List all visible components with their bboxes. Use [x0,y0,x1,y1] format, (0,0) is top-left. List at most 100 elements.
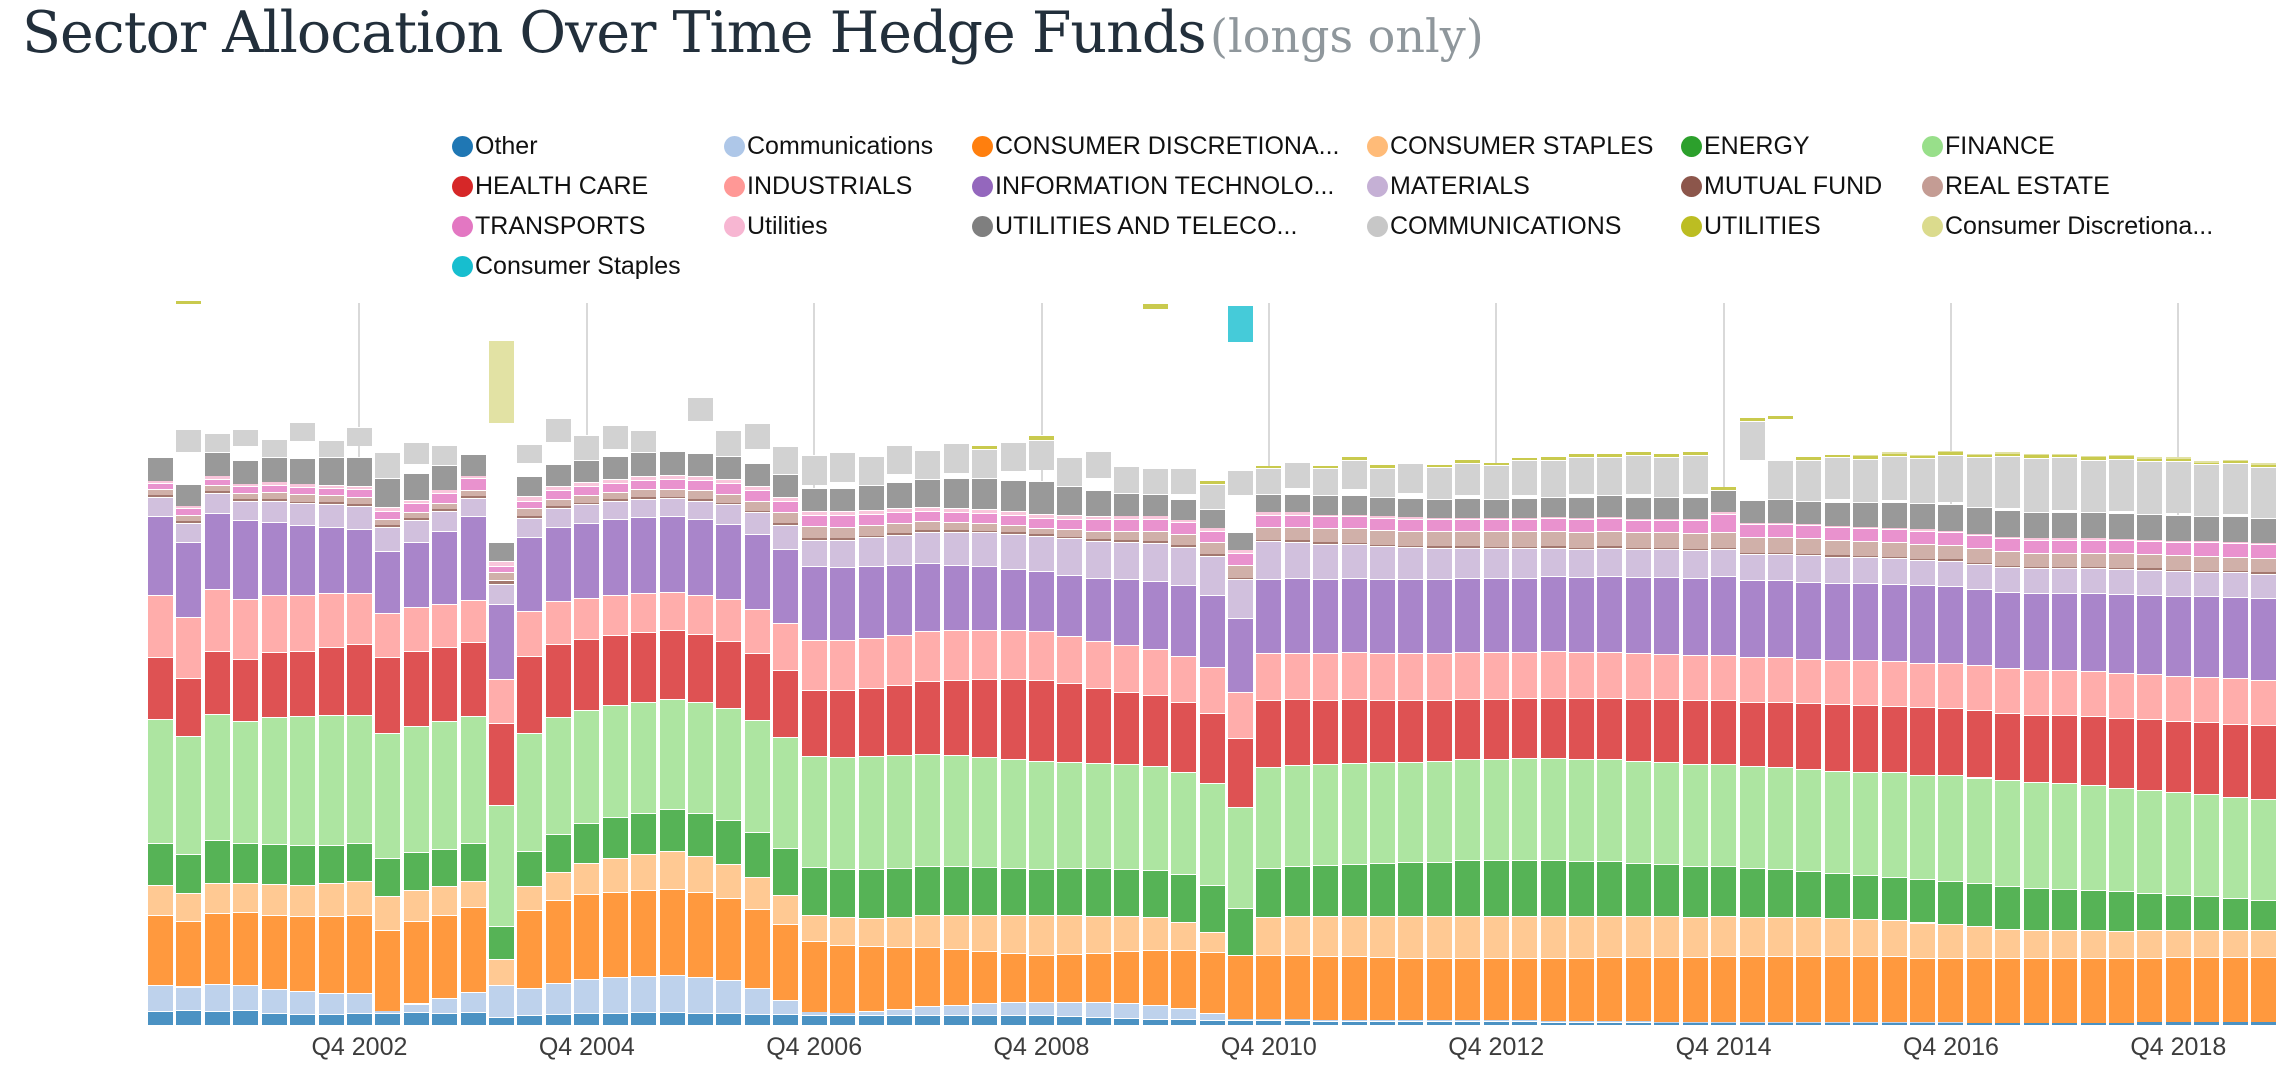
legend-item-industrials[interactable]: INDUSTRIALS [724,172,972,201]
segment-information-technology [830,566,856,641]
legend-item-real-estate[interactable]: REAL ESTATE [1922,172,2222,201]
segment-finance [1426,761,1452,862]
stacked-bar-54[interactable] [1682,300,1708,1025]
stacked-bar-11[interactable] [460,300,486,1025]
stacked-bar-39[interactable] [1256,300,1282,1025]
stacked-bar-24[interactable] [830,300,856,1025]
stacked-bar-16[interactable] [602,300,628,1025]
stacked-bar-5[interactable] [290,300,316,1025]
stacked-bar-26[interactable] [886,300,912,1025]
legend-item-communications[interactable]: COMMUNICATIONS [1367,212,1681,241]
stacked-bar-30[interactable] [1000,300,1026,1025]
stacked-bar-67[interactable] [2052,300,2078,1025]
stacked-bar-65[interactable] [1995,300,2021,1025]
stacked-bar-49[interactable] [1540,300,1566,1025]
legend-item-materials[interactable]: MATERIALS [1367,172,1681,201]
legend-item-other[interactable]: Other [452,132,724,161]
stacked-bar-36[interactable] [1171,300,1197,1025]
stacked-bar-12[interactable] [489,300,515,1025]
stacked-bar-45[interactable] [1426,300,1452,1025]
stacked-bar-41[interactable] [1313,300,1339,1025]
stacked-bar-47[interactable] [1483,300,1509,1025]
legend-item-communications[interactable]: Communications [724,132,972,161]
legend-item-finance[interactable]: FINANCE [1922,132,2222,161]
stacked-bar-71[interactable] [2165,300,2191,1025]
stacked-bar-37[interactable] [1199,300,1225,1025]
legend-item-consumer-discretiona[interactable]: CONSUMER DISCRETIONA... [972,132,1367,161]
stacked-bar-51[interactable] [1597,300,1623,1025]
legend-item-utilities-and-teleco[interactable]: UTILITIES AND TELECO... [972,212,1367,241]
stacked-bar-74[interactable] [2251,300,2277,1025]
stacked-bar-55[interactable] [1711,300,1737,1025]
segment-energy [1398,862,1424,917]
stacked-bar-23[interactable] [801,300,827,1025]
stacked-bar-31[interactable] [1029,300,1055,1025]
stacked-bar-61[interactable] [1881,300,1907,1025]
stacked-bar-27[interactable] [915,300,941,1025]
stacked-bar-15[interactable] [574,300,600,1025]
stacked-bar-57[interactable] [1767,300,1793,1025]
stacked-bar-43[interactable] [1370,300,1396,1025]
legend-item-utilities[interactable]: Utilities [724,212,972,241]
stacked-bar-28[interactable] [943,300,969,1025]
legend-item-health-care[interactable]: HEALTH CARE [452,172,724,201]
stacked-bar-46[interactable] [1455,300,1481,1025]
stacked-bar-50[interactable] [1569,300,1594,1025]
stacked-bar-8[interactable] [375,300,401,1025]
stacked-bar-25[interactable] [858,300,884,1025]
stacked-bar-60[interactable] [1853,300,1879,1025]
stacked-bar-69[interactable] [2108,300,2134,1025]
stacked-bar-48[interactable] [1512,300,1538,1025]
legend-item-consumer-discretiona[interactable]: Consumer Discretiona... [1922,212,2222,241]
stacked-bar-4[interactable] [261,300,287,1025]
stacked-bar-29[interactable] [972,300,998,1025]
segment-mutual-fund [1426,546,1452,548]
stacked-bar-63[interactable] [1938,300,1964,1025]
stacked-bar-66[interactable] [2023,300,2049,1025]
stacked-bar-53[interactable] [1654,300,1680,1025]
stacked-bar-18[interactable] [659,300,685,1025]
stacked-bar-19[interactable] [687,300,713,1025]
stacked-bar-72[interactable] [2194,300,2220,1025]
stacked-bar-58[interactable] [1796,300,1822,1025]
stacked-bar-1[interactable] [176,300,202,1025]
legend-item-mutual-fund[interactable]: MUTUAL FUND [1681,172,1922,201]
legend-item-utilities[interactable]: UTILITIES [1681,212,1922,241]
stacked-bar-70[interactable] [2137,300,2163,1025]
legend-item-consumer-staples[interactable]: CONSUMER STAPLES [1367,132,1681,161]
legend-item-consumer-staples[interactable]: Consumer Staples [452,252,724,281]
stacked-bar-9[interactable] [403,300,429,1025]
stacked-bar-32[interactable] [1057,300,1083,1025]
stacked-bar-22[interactable] [773,300,799,1025]
stacked-bar-2[interactable] [204,300,230,1025]
stacked-bar-17[interactable] [631,300,657,1025]
stacked-bar-35[interactable] [1142,300,1168,1025]
stacked-bar-68[interactable] [2080,300,2106,1025]
stacked-bar-44[interactable] [1398,300,1424,1025]
stacked-bar-52[interactable] [1625,300,1651,1025]
stacked-bar-42[interactable] [1341,300,1367,1025]
legend-item-energy[interactable]: ENERGY [1681,132,1922,161]
stacked-bar-6[interactable] [318,300,344,1025]
legend-item-transports[interactable]: TRANSPORTS [452,212,724,241]
stacked-bar-20[interactable] [716,300,742,1025]
stacked-bar-33[interactable] [1085,300,1111,1025]
stacked-bar-38[interactable] [1227,300,1253,1025]
stacked-bar-59[interactable] [1824,300,1850,1025]
stacked-bar-13[interactable] [517,300,543,1025]
segment-consumer-discretionary [2023,958,2049,1023]
stacked-bar-40[interactable] [1284,300,1310,1025]
stacked-bar-0[interactable] [148,300,173,1025]
segment-transports [1483,519,1509,532]
stacked-bar-62[interactable] [1910,300,1936,1025]
stacked-bar-14[interactable] [545,300,571,1025]
stacked-bar-3[interactable] [233,300,259,1025]
stacked-bar-64[interactable] [1966,300,1992,1025]
stacked-bar-10[interactable] [432,300,458,1025]
stacked-bar-7[interactable] [346,300,372,1025]
stacked-bar-73[interactable] [2222,300,2248,1025]
legend-item-information-technolo[interactable]: INFORMATION TECHNOLO... [972,172,1367,201]
stacked-bar-56[interactable] [1739,300,1765,1025]
stacked-bar-21[interactable] [744,300,770,1025]
stacked-bar-34[interactable] [1114,300,1140,1025]
